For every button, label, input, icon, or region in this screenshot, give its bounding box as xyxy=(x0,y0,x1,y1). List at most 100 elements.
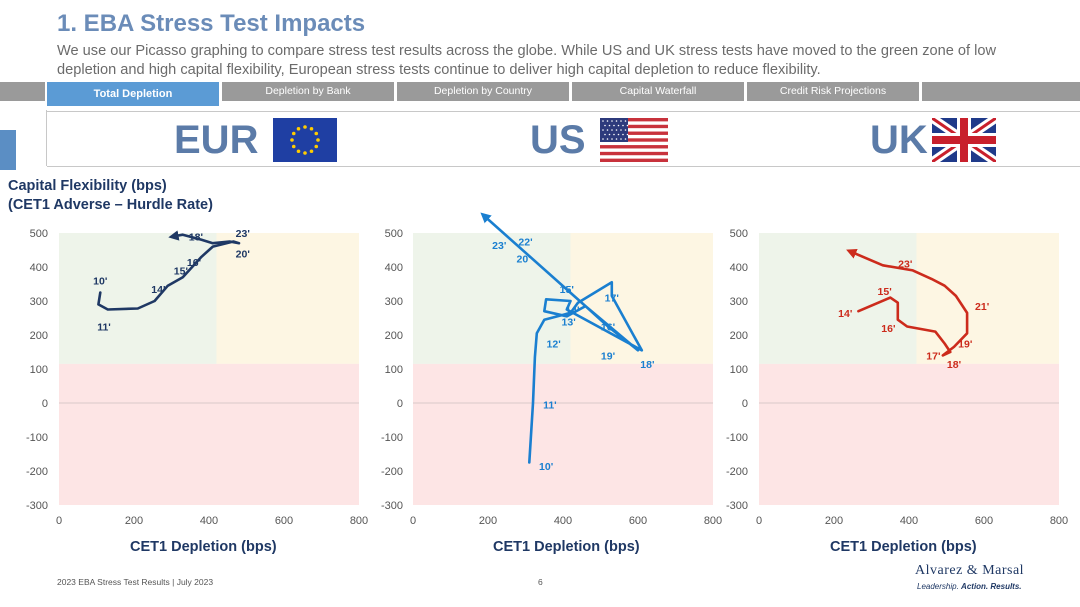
y-axis-title-line2: (CET1 Adverse – Hurdle Rate) xyxy=(8,197,213,213)
us-point-label: 12' xyxy=(547,339,561,351)
tab-depletion-by-bank[interactable]: Depletion by Bank xyxy=(222,82,394,101)
uk-zone-yellow xyxy=(916,233,1059,364)
eur-point-label: 23' xyxy=(236,228,250,240)
tab-credit-risk-projections[interactable]: Credit Risk Projections xyxy=(747,82,919,101)
us-y-tick-label: 300 xyxy=(385,296,403,308)
uk-x-tick-label: 800 xyxy=(1050,515,1068,527)
eur-series-line xyxy=(97,230,241,311)
uk-y-tick-label: 400 xyxy=(730,262,748,274)
us-point-label: 23' xyxy=(492,240,506,252)
page-title: 1. EBA Stress Test Impacts xyxy=(57,10,366,37)
brand-tagline: Leadership. Action. Results. xyxy=(917,582,1022,591)
eur-point-label: 16' xyxy=(187,257,201,269)
us-y-tick-label: 500 xyxy=(385,228,403,240)
us-y-tick-label: 200 xyxy=(385,330,403,342)
eur-point-label: 18' xyxy=(189,231,203,243)
uk-x-tick-label: 400 xyxy=(900,515,918,527)
uk-x-tick-label: 600 xyxy=(975,515,993,527)
uk-y-tick-label: 500 xyxy=(730,228,748,240)
us-x-tick-label: 200 xyxy=(479,515,497,527)
uk-y-tick-label: -200 xyxy=(726,466,748,478)
us-point-label: 16' xyxy=(601,322,615,334)
region-label-eur: EUR xyxy=(174,118,259,162)
us-point-label: 17' xyxy=(605,293,619,305)
eur-y-tick-label: 500 xyxy=(30,228,48,240)
us-x-tick-label: 0 xyxy=(410,515,416,527)
page-subtitle: We use our Picasso graphing to compare s… xyxy=(57,43,997,78)
eur-zone-red xyxy=(59,363,359,505)
eur-x-tick-label: 400 xyxy=(200,515,218,527)
us-y-tick-label: -300 xyxy=(381,500,403,512)
y-axis-title: Capital Flexibility (bps) (CET1 Adverse … xyxy=(8,177,213,215)
region-label-us: US xyxy=(530,118,586,162)
tab-capital-waterfall[interactable]: Capital Waterfall xyxy=(572,82,744,101)
y-axis-title-line1: Capital Flexibility (bps) xyxy=(8,178,167,194)
eur-x-tick-label: 600 xyxy=(275,515,293,527)
us-point-label: 19' xyxy=(601,350,615,362)
eur-zone-yellow xyxy=(216,233,359,364)
eur-y-tick-label: 200 xyxy=(30,330,48,342)
us-zone-yellow xyxy=(570,233,713,364)
us-point-label: 13' xyxy=(562,316,576,328)
eur-x-tick-label: 800 xyxy=(350,515,368,527)
uk-flag-icon xyxy=(932,118,996,162)
uk-zone-red xyxy=(759,363,1059,505)
x-axis-title-uk: CET1 Depletion (bps) xyxy=(830,539,977,555)
uk-series-line xyxy=(846,248,969,357)
us-flag-icon xyxy=(600,118,668,162)
tab-spacer-left xyxy=(0,82,45,101)
uk-y-tick-label: 100 xyxy=(730,364,748,376)
uk-y-tick-label: 0 xyxy=(742,398,748,410)
us-x-tick-label: 800 xyxy=(704,515,722,527)
uk-x-tick-label: 200 xyxy=(825,515,843,527)
us-y-tick-label: -200 xyxy=(381,466,403,478)
uk-y-tick-label: -300 xyxy=(726,500,748,512)
us-y-tick-label: 400 xyxy=(385,262,403,274)
us-point-label: 22' xyxy=(518,237,532,249)
us-zone-red xyxy=(413,363,713,505)
uk-point-label: 19' xyxy=(958,339,972,351)
uk-point-label: 15' xyxy=(878,286,892,298)
us-point-label: 11' xyxy=(543,400,557,412)
tagline-part-3: Results. xyxy=(990,582,1022,591)
us-point-label: 14' xyxy=(565,305,579,317)
eur-y-tick-label: 300 xyxy=(30,296,48,308)
tab-spacer-right xyxy=(922,82,1080,101)
tagline-part-2: Action. xyxy=(961,582,989,591)
us-zone-green xyxy=(413,233,571,364)
us-x-tick-label: 600 xyxy=(629,515,647,527)
eur-point-label: 20' xyxy=(236,248,250,260)
uk-x-tick-label: 0 xyxy=(756,515,762,527)
eur-y-tick-label: -100 xyxy=(26,432,48,444)
region-label-uk: UK xyxy=(870,118,928,162)
uk-y-tick-label: 300 xyxy=(730,296,748,308)
us-x-tick-label: 400 xyxy=(554,515,572,527)
us-y-tick-label: 0 xyxy=(397,398,403,410)
divider-vertical xyxy=(46,110,47,166)
us-point-label: 20' xyxy=(517,254,531,266)
uk-point-label: 17' xyxy=(926,350,940,362)
brand-logo: Alvarez & Marsal xyxy=(915,563,1025,578)
eur-x-tick-label: 200 xyxy=(125,515,143,527)
eur-y-tick-label: 100 xyxy=(30,364,48,376)
uk-point-label: 21' xyxy=(975,301,989,313)
uk-point-label: 23' xyxy=(898,259,912,271)
uk-point-label: 14' xyxy=(838,308,852,320)
eur-y-tick-label: -300 xyxy=(26,500,48,512)
footer-report: 2023 EBA Stress Test Results | July 2023 xyxy=(57,577,214,587)
accent-bar xyxy=(0,130,16,170)
tab-depletion-by-country[interactable]: Depletion by Country xyxy=(397,82,569,101)
tab-total-depletion[interactable]: Total Depletion xyxy=(47,82,219,106)
x-axis-title-eur: CET1 Depletion (bps) xyxy=(130,539,277,555)
eur-zone-green xyxy=(59,233,217,364)
uk-y-tick-label: 200 xyxy=(730,330,748,342)
tab-bar: Total Depletion Depletion by Bank Deplet… xyxy=(0,82,1080,106)
us-series-line xyxy=(480,212,644,464)
us-point-label: 15' xyxy=(560,284,574,296)
eur-x-tick-label: 0 xyxy=(56,515,62,527)
eur-y-tick-label: -200 xyxy=(26,466,48,478)
divider-bottom xyxy=(47,166,1080,167)
uk-point-label: 18' xyxy=(947,359,961,371)
eur-y-tick-label: 400 xyxy=(30,262,48,274)
